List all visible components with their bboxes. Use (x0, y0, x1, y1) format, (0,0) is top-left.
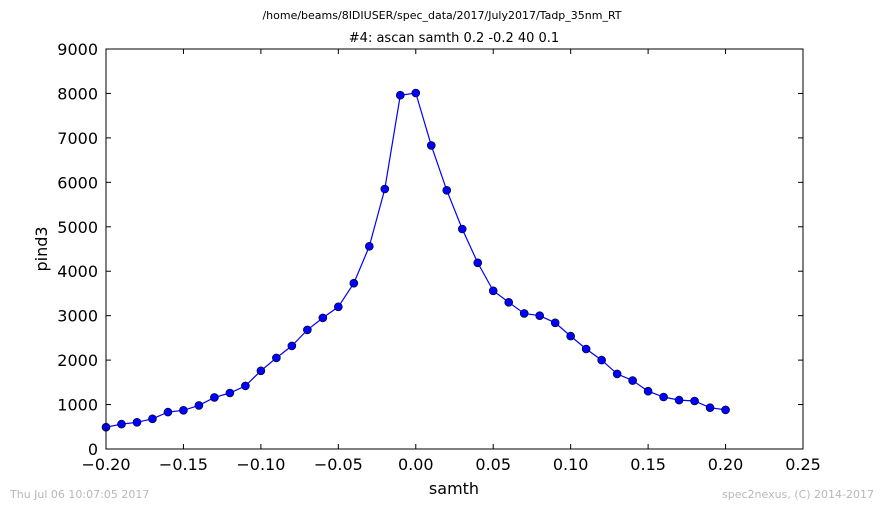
x-tick-label: −0.15 (159, 455, 208, 474)
data-point (303, 325, 312, 335)
x-tick-label: 0.25 (785, 455, 821, 474)
x-axis-label: samth (429, 479, 479, 498)
x-tick-label: 0.10 (553, 455, 589, 474)
y-tick-label: 7000 (57, 129, 98, 148)
data-point (581, 344, 591, 354)
data-point (659, 392, 668, 402)
data-point (395, 90, 405, 100)
data-point (674, 395, 684, 405)
plot-title: #4: ascan samth 0.2 -0.2 40 0.1 (349, 31, 559, 46)
axis-ticks: −0.20 −0.15 −0.10 −0.05 0.00 0.05 0.10 0.15 0.20… (57, 40, 821, 474)
data-point (179, 406, 188, 415)
data-point (349, 278, 359, 288)
data-point (612, 369, 622, 379)
y-tick-label: 2000 (57, 351, 98, 370)
footer-credit: spec2nexus, (C) 2014-2017 (722, 488, 874, 501)
data-point (690, 396, 699, 406)
x-tick-label: −0.10 (236, 455, 285, 474)
y-tick-label: 9000 (57, 40, 98, 59)
data-point (380, 184, 390, 194)
data-point (117, 419, 126, 429)
data-point (643, 386, 653, 396)
y-tick-label: 1000 (57, 396, 98, 415)
data-point (488, 286, 498, 296)
y-tick-label: 5000 (57, 218, 98, 237)
data-point (566, 331, 575, 341)
footer-timestamp: Thu Jul 06 10:07:05 2017 (9, 488, 149, 501)
data-point (225, 388, 235, 398)
data-point (705, 403, 715, 412)
data-point (241, 381, 250, 391)
x-tick-label: −0.05 (314, 455, 363, 474)
data-point (163, 407, 173, 417)
plot-suptitle: /home/beams/8IDIUSER/spec_data/2017/July… (262, 9, 621, 22)
data-series (101, 88, 730, 432)
data-point (628, 376, 637, 385)
data-point (148, 414, 157, 424)
data-point (287, 341, 297, 351)
y-axis-label: pind3 (32, 226, 51, 271)
data-point (132, 418, 142, 427)
x-tick-label: 0.20 (708, 455, 744, 474)
data-point (519, 309, 529, 318)
data-point (473, 258, 483, 268)
data-point (365, 242, 374, 251)
data-point (442, 186, 452, 195)
data-point (550, 318, 560, 328)
data-point (721, 405, 730, 415)
x-tick-label: 0.00 (398, 455, 434, 474)
data-point (210, 393, 219, 402)
y-tick-label: 6000 (57, 173, 98, 192)
data-point (426, 141, 436, 150)
data-point (597, 355, 606, 365)
data-point (504, 298, 514, 307)
x-tick-label: 0.15 (630, 455, 666, 474)
y-tick-label: 8000 (57, 84, 98, 103)
data-point (318, 313, 328, 323)
y-tick-label: 4000 (57, 262, 98, 281)
data-point (194, 401, 204, 410)
y-tick-label: 3000 (57, 307, 98, 326)
data-point (256, 366, 266, 376)
plot-frame (105, 48, 804, 450)
data-point (334, 302, 343, 312)
x-tick-label: −0.20 (81, 455, 130, 474)
data-point (411, 88, 421, 98)
data-point (457, 224, 467, 234)
data-point (272, 353, 281, 363)
x-tick-label: 0.05 (475, 455, 511, 474)
y-tick-label: 0 (88, 440, 98, 459)
data-point (535, 311, 544, 320)
